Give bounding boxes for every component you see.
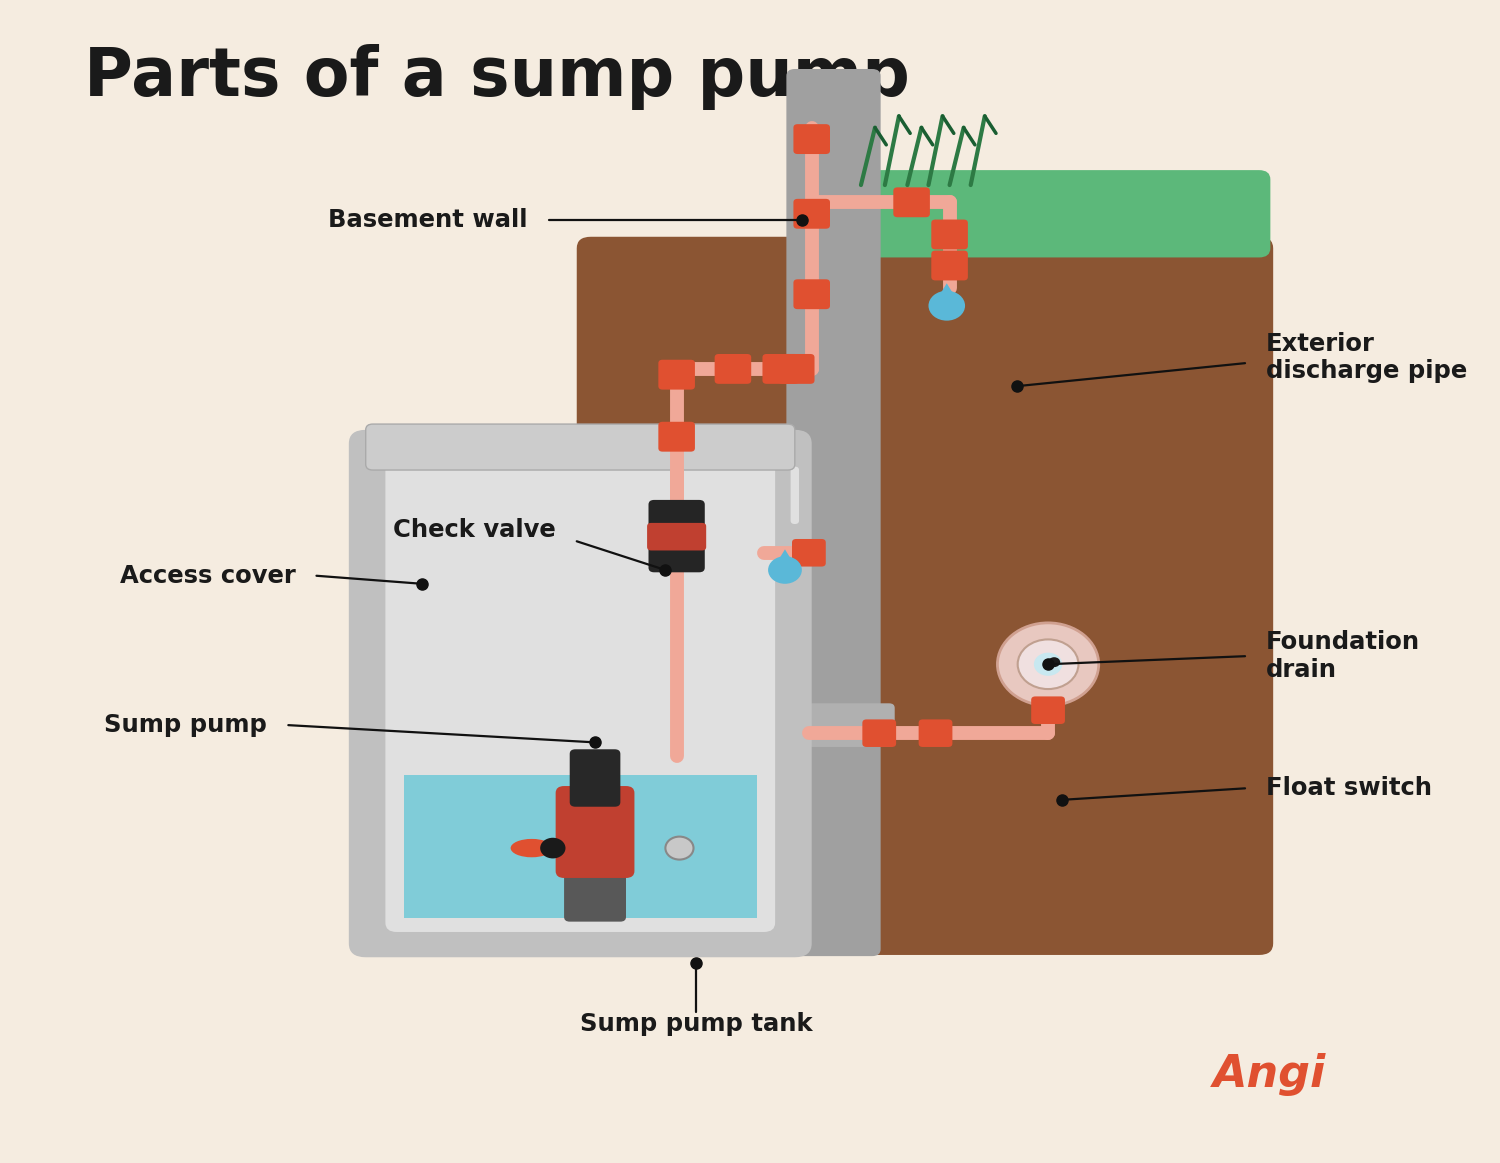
FancyBboxPatch shape: [918, 720, 952, 747]
FancyBboxPatch shape: [932, 250, 968, 280]
Text: Basement wall: Basement wall: [328, 207, 528, 231]
FancyBboxPatch shape: [862, 720, 895, 747]
FancyBboxPatch shape: [772, 704, 894, 747]
Circle shape: [928, 291, 964, 321]
FancyBboxPatch shape: [782, 455, 808, 535]
FancyBboxPatch shape: [386, 442, 776, 932]
Ellipse shape: [510, 839, 554, 857]
Circle shape: [540, 837, 566, 858]
Text: Exterior
discharge pipe: Exterior discharge pipe: [1266, 331, 1467, 384]
FancyBboxPatch shape: [646, 523, 706, 550]
FancyBboxPatch shape: [794, 279, 830, 309]
FancyBboxPatch shape: [714, 354, 752, 384]
Circle shape: [998, 623, 1098, 706]
FancyBboxPatch shape: [790, 466, 800, 525]
FancyBboxPatch shape: [366, 424, 795, 470]
Text: Angi: Angi: [1214, 1054, 1326, 1097]
FancyBboxPatch shape: [786, 69, 880, 956]
Text: Float switch: Float switch: [1266, 777, 1432, 800]
Text: Access cover: Access cover: [120, 564, 296, 587]
FancyBboxPatch shape: [570, 749, 621, 807]
Circle shape: [1048, 657, 1060, 668]
Text: Sump pump tank: Sump pump tank: [580, 1012, 813, 1036]
Bar: [404, 775, 758, 919]
Circle shape: [1017, 640, 1078, 688]
FancyBboxPatch shape: [932, 220, 968, 249]
FancyBboxPatch shape: [794, 124, 830, 154]
Polygon shape: [934, 284, 960, 305]
FancyBboxPatch shape: [861, 170, 1270, 257]
FancyBboxPatch shape: [576, 237, 1274, 955]
Circle shape: [768, 556, 802, 584]
FancyBboxPatch shape: [350, 430, 812, 957]
FancyBboxPatch shape: [555, 786, 634, 878]
FancyBboxPatch shape: [794, 199, 830, 229]
Circle shape: [1034, 652, 1062, 676]
FancyBboxPatch shape: [894, 187, 930, 217]
FancyBboxPatch shape: [648, 500, 705, 572]
FancyBboxPatch shape: [658, 359, 694, 390]
Text: Foundation
drain: Foundation drain: [1266, 630, 1420, 682]
Text: Parts of a sump pump: Parts of a sump pump: [84, 44, 910, 109]
FancyBboxPatch shape: [564, 852, 626, 921]
Text: Check valve: Check valve: [393, 518, 555, 542]
Polygon shape: [772, 549, 796, 569]
FancyBboxPatch shape: [1030, 697, 1065, 725]
Text: Sump pump: Sump pump: [105, 713, 267, 737]
Circle shape: [666, 836, 693, 859]
FancyBboxPatch shape: [762, 354, 800, 384]
FancyBboxPatch shape: [778, 354, 814, 384]
FancyBboxPatch shape: [792, 538, 826, 566]
FancyBboxPatch shape: [658, 422, 694, 451]
